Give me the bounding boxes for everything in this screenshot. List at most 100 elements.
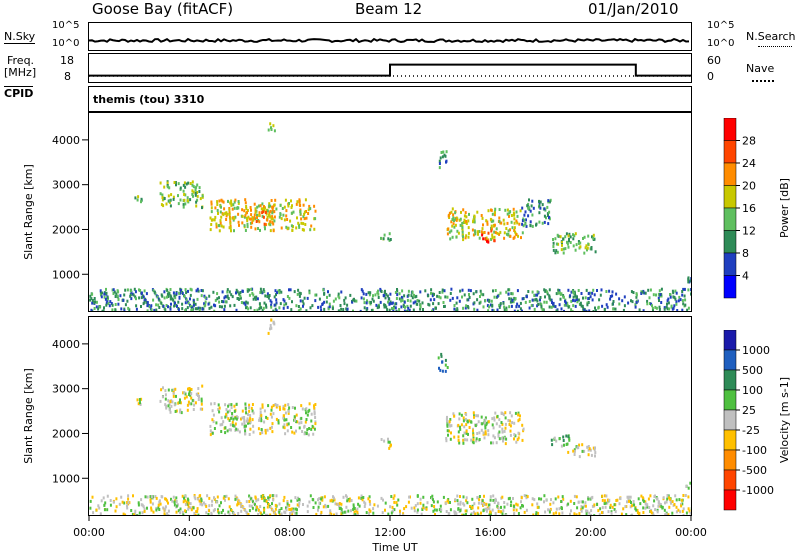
velocity-cell bbox=[477, 513, 480, 517]
power-cell bbox=[251, 216, 254, 220]
power-cell bbox=[89, 298, 92, 302]
velocity-ylabel: Slant Range [km] bbox=[22, 368, 35, 464]
velocity-cell bbox=[517, 413, 520, 417]
velocity-cell bbox=[267, 331, 270, 335]
power-cell bbox=[186, 196, 189, 200]
velocity-cell bbox=[174, 387, 177, 391]
velocity-ytick-label: 1000 bbox=[52, 472, 80, 485]
power-region-8 bbox=[446, 207, 525, 242]
velocity-cell bbox=[682, 507, 685, 511]
velocity-cell bbox=[182, 391, 185, 395]
power-cell bbox=[371, 297, 374, 301]
velocity-cell bbox=[425, 506, 428, 510]
power-cell bbox=[550, 298, 553, 302]
velocity-cell bbox=[442, 495, 445, 499]
power-cell bbox=[411, 291, 414, 294]
velocity-cell bbox=[272, 320, 275, 324]
power-cell bbox=[303, 296, 306, 300]
power-cell bbox=[454, 223, 457, 227]
power-cell bbox=[256, 308, 259, 312]
velocity-cell bbox=[137, 503, 140, 507]
power-cell bbox=[263, 290, 266, 294]
power-cell bbox=[111, 288, 114, 292]
velocity-cell bbox=[196, 507, 199, 511]
power-cell bbox=[111, 308, 114, 312]
power-cell bbox=[240, 301, 243, 304]
velocity-cell bbox=[512, 497, 514, 500]
power-cell bbox=[222, 225, 225, 229]
velocity-cell bbox=[306, 413, 309, 417]
velocity-cell bbox=[171, 388, 174, 392]
velocity-cell bbox=[233, 409, 236, 413]
cpid-panel: themis (tou) 3310 bbox=[88, 86, 692, 112]
velocity-cell bbox=[174, 410, 177, 413]
velocity-cell bbox=[246, 417, 249, 421]
velocity-cell bbox=[444, 358, 447, 362]
power-cell bbox=[246, 305, 249, 309]
velocity-cell bbox=[468, 426, 471, 429]
power-colorbar-segment bbox=[723, 230, 737, 254]
power-cell bbox=[455, 308, 458, 312]
power-cell bbox=[498, 216, 501, 220]
power-cell bbox=[414, 295, 417, 299]
power-cell bbox=[101, 291, 103, 295]
power-cell bbox=[567, 245, 570, 249]
velocity-cell bbox=[535, 513, 538, 517]
power-cell bbox=[224, 300, 227, 304]
power-cell bbox=[383, 305, 386, 309]
velocity-cell bbox=[553, 436, 556, 440]
velocity-region-3 bbox=[209, 402, 317, 437]
velocity-cell bbox=[137, 501, 140, 505]
power-cell bbox=[682, 302, 685, 306]
velocity-cell bbox=[270, 318, 273, 322]
power-cell bbox=[213, 309, 216, 313]
velocity-cell bbox=[562, 497, 565, 501]
power-cell bbox=[614, 307, 617, 311]
nsky-panel bbox=[88, 22, 692, 51]
power-cell bbox=[562, 247, 565, 251]
velocity-cell bbox=[563, 443, 565, 447]
velocity-cell bbox=[365, 511, 368, 515]
power-cell bbox=[379, 287, 382, 291]
power-cell bbox=[415, 294, 418, 298]
power-cell bbox=[214, 206, 217, 210]
power-cell bbox=[666, 302, 668, 306]
power-cell bbox=[582, 296, 584, 300]
power-cell bbox=[505, 306, 508, 310]
power-cell bbox=[436, 294, 439, 298]
power-cell bbox=[322, 288, 325, 292]
velocity-cell bbox=[278, 510, 281, 514]
power-cell bbox=[530, 304, 533, 308]
power-region-0 bbox=[89, 287, 693, 314]
power-cell bbox=[450, 229, 453, 233]
velocity-cell bbox=[609, 505, 612, 509]
velocity-cell bbox=[606, 501, 609, 505]
power-cell bbox=[587, 242, 590, 246]
velocity-cell bbox=[250, 406, 253, 410]
power-cell bbox=[446, 295, 449, 299]
velocity-cell bbox=[555, 439, 558, 443]
velocity-cell bbox=[504, 411, 507, 415]
power-cell bbox=[543, 214, 546, 218]
velocity-cell bbox=[228, 505, 231, 509]
velocity-cell bbox=[558, 437, 561, 440]
power-cell bbox=[509, 228, 511, 232]
power-cell bbox=[635, 295, 638, 299]
power-cell bbox=[416, 299, 419, 302]
velocity-colorbar-segment bbox=[723, 369, 737, 391]
velocity-colorbar-label: Velocity [m s-1] bbox=[778, 377, 791, 463]
power-cell bbox=[268, 204, 271, 208]
power-cell bbox=[210, 210, 213, 214]
power-cell bbox=[194, 188, 197, 192]
power-cell bbox=[116, 294, 119, 298]
velocity-cell bbox=[356, 512, 359, 516]
power-cell bbox=[631, 300, 634, 304]
power-cell bbox=[590, 247, 593, 251]
power-cell bbox=[585, 244, 588, 248]
power-cell bbox=[484, 237, 487, 241]
power-cell bbox=[564, 247, 567, 251]
velocity-cell bbox=[363, 505, 366, 508]
power-cell bbox=[549, 198, 552, 202]
velocity-cell bbox=[497, 432, 500, 436]
power-cell bbox=[609, 297, 612, 301]
